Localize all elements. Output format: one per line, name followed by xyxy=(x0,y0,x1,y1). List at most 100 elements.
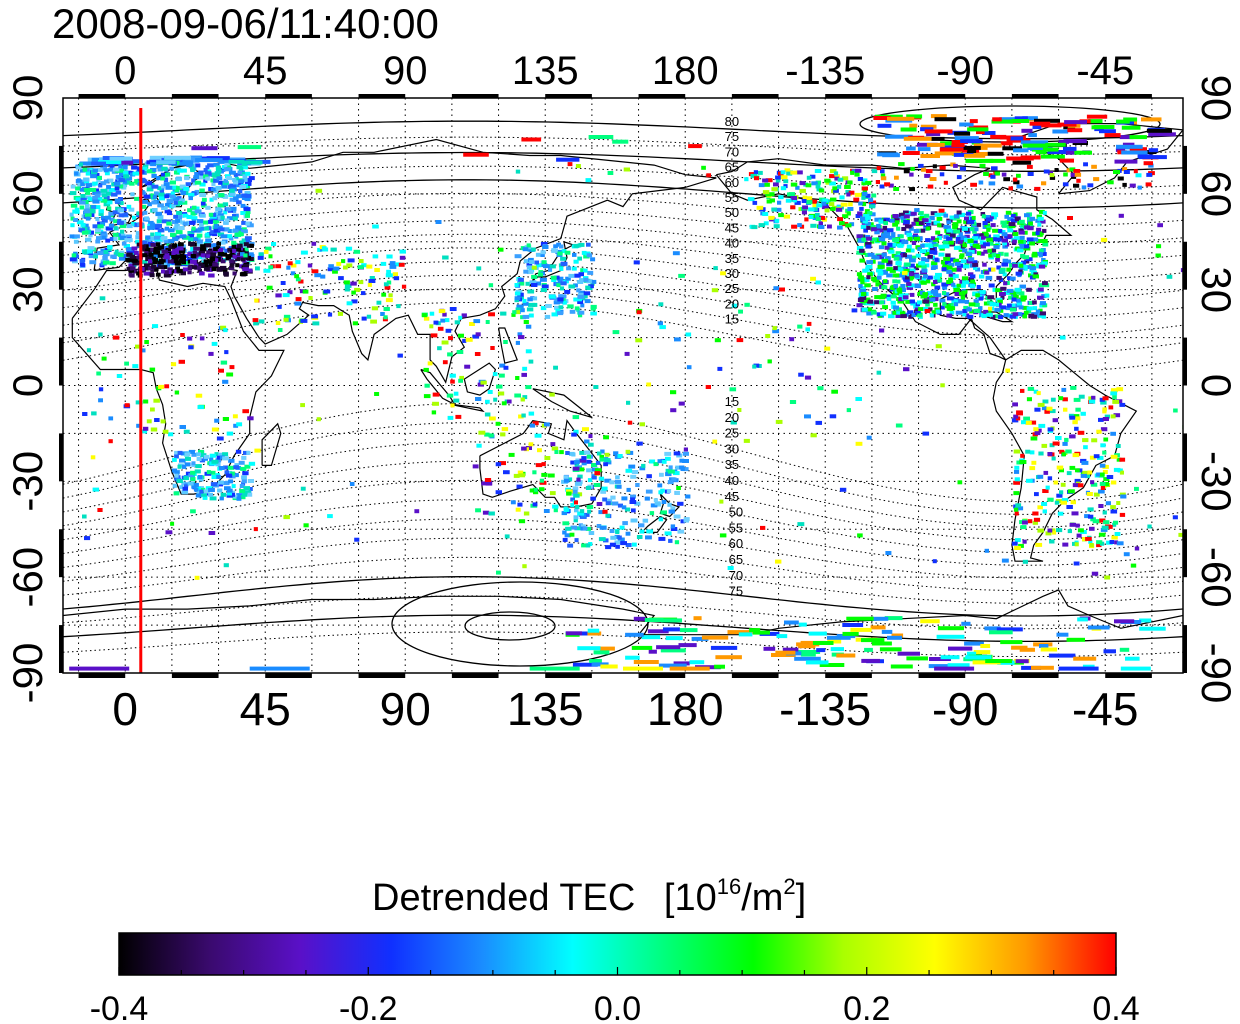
tec-pixel xyxy=(888,249,895,254)
tec-pixel xyxy=(85,237,92,242)
tec-pixel xyxy=(820,216,826,220)
tec-pixel xyxy=(513,473,520,478)
lat-tick-label-right: -30 xyxy=(1193,451,1240,512)
tec-pixel xyxy=(879,184,885,189)
tec-pixel xyxy=(751,225,758,230)
tec-pixel xyxy=(966,259,973,264)
tec-pixel xyxy=(890,300,896,305)
tec-pixel xyxy=(952,222,959,227)
tec-pixel xyxy=(1072,420,1078,425)
contour-label-north: 80 xyxy=(725,114,739,129)
tec-pixel xyxy=(114,249,119,254)
tec-pixel xyxy=(665,636,683,641)
tec-pixel xyxy=(174,170,179,175)
tec-pixel xyxy=(929,248,935,252)
contour-label-north: 55 xyxy=(725,190,739,205)
tec-pixel xyxy=(676,453,683,458)
tec-pixel xyxy=(956,245,964,250)
tec-pixel xyxy=(586,454,591,459)
tec-pixel xyxy=(587,631,602,636)
tec-pixel xyxy=(976,130,985,135)
colorbar-unit-exponent-2: 2 xyxy=(783,874,795,899)
tec-pixel xyxy=(984,548,989,553)
tec-pixel xyxy=(1006,267,1011,272)
tec-pixel xyxy=(215,165,222,170)
tec-pixel xyxy=(1129,135,1147,140)
tec-pixel xyxy=(110,192,118,197)
lon-tick-label-top: 0 xyxy=(114,49,136,93)
tec-pixel xyxy=(98,160,124,165)
tec-pixel xyxy=(201,197,207,202)
tec-pixel xyxy=(582,526,588,531)
tec-pixel xyxy=(887,260,893,265)
tec-pixel xyxy=(510,500,516,505)
tec-pixel xyxy=(202,263,209,268)
tec-pixel xyxy=(790,182,798,187)
tec-pixel xyxy=(346,263,353,268)
tec-pixel xyxy=(397,353,403,358)
tec-pixel xyxy=(693,616,702,621)
tec-pixel xyxy=(925,226,931,231)
tec-pixel xyxy=(824,208,830,213)
tec-pixel xyxy=(300,486,306,491)
tec-pixel xyxy=(528,442,534,447)
tec-pixel xyxy=(249,257,254,261)
tec-pixel xyxy=(891,232,896,237)
tec-pixel xyxy=(848,190,855,195)
tec-pixel xyxy=(188,192,195,197)
tec-pixel xyxy=(591,475,597,480)
tec-pixel xyxy=(82,167,88,172)
tec-pixel xyxy=(1014,116,1028,121)
tec-pixel xyxy=(145,181,153,186)
tec-pixel xyxy=(131,222,137,226)
tec-pixel xyxy=(653,462,659,467)
tec-pixel xyxy=(218,368,224,373)
tec-pixel xyxy=(773,182,779,187)
tec-pixel xyxy=(380,261,387,266)
tec-pixel xyxy=(154,232,162,236)
tec-pixel xyxy=(1028,133,1037,138)
tec-pixel xyxy=(980,244,986,249)
tec-pixel xyxy=(1063,139,1087,144)
tec-pixel xyxy=(593,650,610,655)
tec-pixel xyxy=(265,246,272,251)
tec-pixel xyxy=(738,309,743,314)
tec-pixel xyxy=(101,193,108,198)
tec-pixel xyxy=(168,228,175,233)
tec-pixel xyxy=(166,221,172,226)
tec-pixel xyxy=(1087,507,1094,512)
tec-pixel xyxy=(106,200,113,205)
tec-pixel xyxy=(540,306,547,311)
tec-pixel xyxy=(482,510,490,515)
tec-pixel xyxy=(895,314,902,318)
tec-pixel xyxy=(879,328,885,333)
tec-pixel xyxy=(103,179,109,184)
tec-pixel xyxy=(241,455,247,460)
tec-pixel xyxy=(855,397,862,401)
tec-pixel xyxy=(561,249,567,254)
tec-pixel xyxy=(1073,169,1081,173)
tec-pixel xyxy=(458,333,464,338)
tec-pixel xyxy=(865,244,872,249)
tec-pixel xyxy=(878,300,885,305)
tec-pixel xyxy=(247,492,253,497)
tec-pixel xyxy=(203,174,209,179)
tec-pixel xyxy=(1033,272,1039,277)
tec-pixel xyxy=(846,192,851,197)
tec-pixel xyxy=(1032,520,1038,525)
tec-pixel xyxy=(574,273,581,278)
tec-pixel xyxy=(633,660,659,664)
lat-tick-label-left: -90 xyxy=(4,643,51,704)
tec-pixel xyxy=(130,192,135,197)
tec-pixel xyxy=(660,648,686,653)
tec-pixel xyxy=(343,280,350,285)
tec-pixel xyxy=(549,264,556,269)
tec-pixel xyxy=(614,479,622,484)
tec-pixel xyxy=(248,487,253,491)
tec-pixel xyxy=(758,183,765,188)
graticule-grid xyxy=(63,98,1183,673)
tec-pixel xyxy=(232,271,237,276)
tec-pixel xyxy=(237,145,262,150)
tec-pixel xyxy=(497,247,504,252)
tec-pixel xyxy=(208,492,213,497)
